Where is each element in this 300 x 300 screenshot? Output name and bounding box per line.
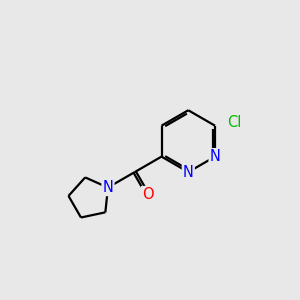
Text: N: N	[103, 180, 113, 195]
Text: O: O	[142, 187, 154, 202]
Text: Cl: Cl	[227, 115, 242, 130]
Text: N: N	[210, 149, 220, 164]
Text: N: N	[183, 165, 194, 180]
